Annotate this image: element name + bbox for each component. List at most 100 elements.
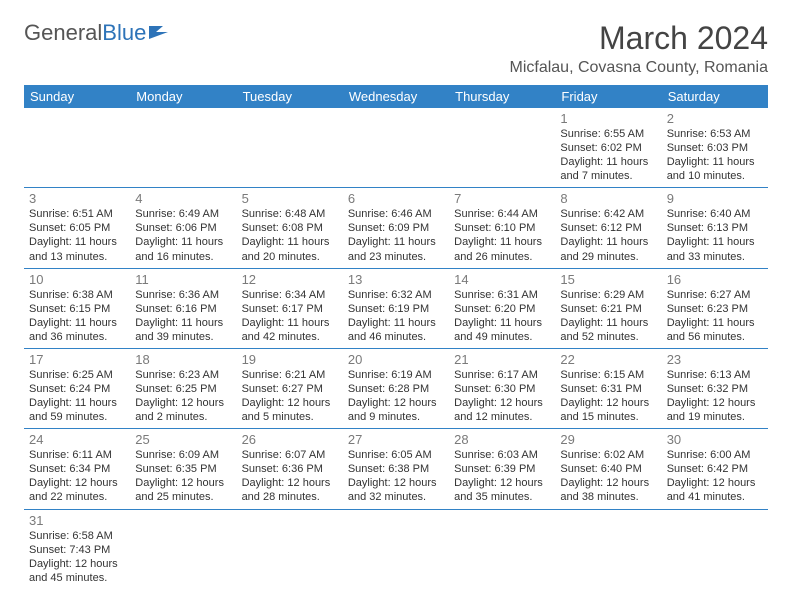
day-day: Daylight: 12 hours and 45 minutes.	[29, 557, 125, 585]
day-day: Daylight: 12 hours and 35 minutes.	[454, 476, 550, 504]
day-sunset: Sunset: 6:27 PM	[242, 382, 338, 396]
day-day: Daylight: 11 hours and 36 minutes.	[29, 316, 125, 344]
day-sunrise: Sunrise: 6:40 AM	[667, 207, 763, 221]
day-number: 26	[242, 432, 338, 447]
day-cell-19: 19Sunrise: 6:21 AMSunset: 6:27 PMDayligh…	[237, 348, 343, 428]
day-sunrise: Sunrise: 6:23 AM	[135, 368, 231, 382]
empty-cell	[662, 509, 768, 589]
day-day: Daylight: 12 hours and 2 minutes.	[135, 396, 231, 424]
weekday-friday: Friday	[555, 85, 661, 108]
day-cell-11: 11Sunrise: 6:36 AMSunset: 6:16 PMDayligh…	[130, 268, 236, 348]
day-day: Daylight: 12 hours and 9 minutes.	[348, 396, 444, 424]
day-sunset: Sunset: 6:25 PM	[135, 382, 231, 396]
day-number: 3	[29, 191, 125, 206]
day-number: 30	[667, 432, 763, 447]
day-sunrise: Sunrise: 6:27 AM	[667, 288, 763, 302]
day-sunrise: Sunrise: 6:49 AM	[135, 207, 231, 221]
day-day: Daylight: 11 hours and 52 minutes.	[560, 316, 656, 344]
day-sunrise: Sunrise: 6:38 AM	[29, 288, 125, 302]
flag-icon	[148, 20, 170, 46]
day-cell-31: 31Sunrise: 6:58 AMSunset: 7:43 PMDayligh…	[24, 509, 130, 589]
day-day: Daylight: 11 hours and 49 minutes.	[454, 316, 550, 344]
day-cell-24: 24Sunrise: 6:11 AMSunset: 6:34 PMDayligh…	[24, 429, 130, 509]
day-cell-25: 25Sunrise: 6:09 AMSunset: 6:35 PMDayligh…	[130, 429, 236, 509]
day-number: 27	[348, 432, 444, 447]
day-number: 25	[135, 432, 231, 447]
day-cell-29: 29Sunrise: 6:02 AMSunset: 6:40 PMDayligh…	[555, 429, 661, 509]
day-cell-16: 16Sunrise: 6:27 AMSunset: 6:23 PMDayligh…	[662, 268, 768, 348]
page-title: March 2024	[510, 20, 769, 57]
day-day: Daylight: 12 hours and 22 minutes.	[29, 476, 125, 504]
day-cell-5: 5Sunrise: 6:48 AMSunset: 6:08 PMDaylight…	[237, 188, 343, 268]
day-sunset: Sunset: 6:39 PM	[454, 462, 550, 476]
day-sunrise: Sunrise: 6:42 AM	[560, 207, 656, 221]
day-sunrise: Sunrise: 6:32 AM	[348, 288, 444, 302]
day-day: Daylight: 11 hours and 59 minutes.	[29, 396, 125, 424]
empty-cell	[237, 108, 343, 188]
day-sunset: Sunset: 6:32 PM	[667, 382, 763, 396]
day-sunset: Sunset: 6:08 PM	[242, 221, 338, 235]
day-sunset: Sunset: 6:34 PM	[29, 462, 125, 476]
day-day: Daylight: 11 hours and 13 minutes.	[29, 235, 125, 263]
day-day: Daylight: 11 hours and 46 minutes.	[348, 316, 444, 344]
day-number: 5	[242, 191, 338, 206]
weekday-sunday: Sunday	[24, 85, 130, 108]
day-number: 24	[29, 432, 125, 447]
day-cell-23: 23Sunrise: 6:13 AMSunset: 6:32 PMDayligh…	[662, 348, 768, 428]
day-cell-8: 8Sunrise: 6:42 AMSunset: 6:12 PMDaylight…	[555, 188, 661, 268]
day-sunset: Sunset: 6:24 PM	[29, 382, 125, 396]
day-sunset: Sunset: 6:15 PM	[29, 302, 125, 316]
day-cell-28: 28Sunrise: 6:03 AMSunset: 6:39 PMDayligh…	[449, 429, 555, 509]
day-sunrise: Sunrise: 6:19 AM	[348, 368, 444, 382]
day-cell-9: 9Sunrise: 6:40 AMSunset: 6:13 PMDaylight…	[662, 188, 768, 268]
day-day: Daylight: 12 hours and 25 minutes.	[135, 476, 231, 504]
calendar-row: 17Sunrise: 6:25 AMSunset: 6:24 PMDayligh…	[24, 348, 768, 428]
title-block: March 2024 Micfalau, Covasna County, Rom…	[510, 20, 769, 77]
day-cell-20: 20Sunrise: 6:19 AMSunset: 6:28 PMDayligh…	[343, 348, 449, 428]
day-sunset: Sunset: 6:13 PM	[667, 221, 763, 235]
day-cell-2: 2Sunrise: 6:53 AMSunset: 6:03 PMDaylight…	[662, 108, 768, 188]
day-sunset: Sunset: 6:12 PM	[560, 221, 656, 235]
day-day: Daylight: 12 hours and 5 minutes.	[242, 396, 338, 424]
day-sunrise: Sunrise: 6:02 AM	[560, 448, 656, 462]
day-sunset: Sunset: 6:03 PM	[667, 141, 763, 155]
day-cell-15: 15Sunrise: 6:29 AMSunset: 6:21 PMDayligh…	[555, 268, 661, 348]
day-cell-12: 12Sunrise: 6:34 AMSunset: 6:17 PMDayligh…	[237, 268, 343, 348]
empty-cell	[237, 509, 343, 589]
day-sunset: Sunset: 6:42 PM	[667, 462, 763, 476]
day-number: 14	[454, 272, 550, 287]
day-sunrise: Sunrise: 6:53 AM	[667, 127, 763, 141]
day-sunrise: Sunrise: 6:11 AM	[29, 448, 125, 462]
day-sunrise: Sunrise: 6:29 AM	[560, 288, 656, 302]
day-sunset: Sunset: 6:02 PM	[560, 141, 656, 155]
weekday-tuesday: Tuesday	[237, 85, 343, 108]
day-number: 22	[560, 352, 656, 367]
weekday-thursday: Thursday	[449, 85, 555, 108]
day-sunrise: Sunrise: 6:13 AM	[667, 368, 763, 382]
day-sunset: Sunset: 6:36 PM	[242, 462, 338, 476]
calendar: SundayMondayTuesdayWednesdayThursdayFrid…	[24, 85, 768, 589]
day-day: Daylight: 12 hours and 12 minutes.	[454, 396, 550, 424]
day-number: 16	[667, 272, 763, 287]
day-day: Daylight: 11 hours and 16 minutes.	[135, 235, 231, 263]
day-number: 20	[348, 352, 444, 367]
empty-cell	[130, 108, 236, 188]
day-day: Daylight: 12 hours and 32 minutes.	[348, 476, 444, 504]
day-cell-6: 6Sunrise: 6:46 AMSunset: 6:09 PMDaylight…	[343, 188, 449, 268]
day-cell-3: 3Sunrise: 6:51 AMSunset: 6:05 PMDaylight…	[24, 188, 130, 268]
calendar-row: 31Sunrise: 6:58 AMSunset: 7:43 PMDayligh…	[24, 509, 768, 589]
day-number: 8	[560, 191, 656, 206]
day-cell-1: 1Sunrise: 6:55 AMSunset: 6:02 PMDaylight…	[555, 108, 661, 188]
day-sunrise: Sunrise: 6:07 AM	[242, 448, 338, 462]
day-sunset: Sunset: 6:28 PM	[348, 382, 444, 396]
day-day: Daylight: 12 hours and 19 minutes.	[667, 396, 763, 424]
calendar-row: 24Sunrise: 6:11 AMSunset: 6:34 PMDayligh…	[24, 429, 768, 509]
day-number: 28	[454, 432, 550, 447]
day-number: 2	[667, 111, 763, 126]
day-number: 12	[242, 272, 338, 287]
day-cell-21: 21Sunrise: 6:17 AMSunset: 6:30 PMDayligh…	[449, 348, 555, 428]
day-sunset: Sunset: 6:40 PM	[560, 462, 656, 476]
day-sunset: Sunset: 6:09 PM	[348, 221, 444, 235]
day-day: Daylight: 12 hours and 28 minutes.	[242, 476, 338, 504]
empty-cell	[130, 509, 236, 589]
